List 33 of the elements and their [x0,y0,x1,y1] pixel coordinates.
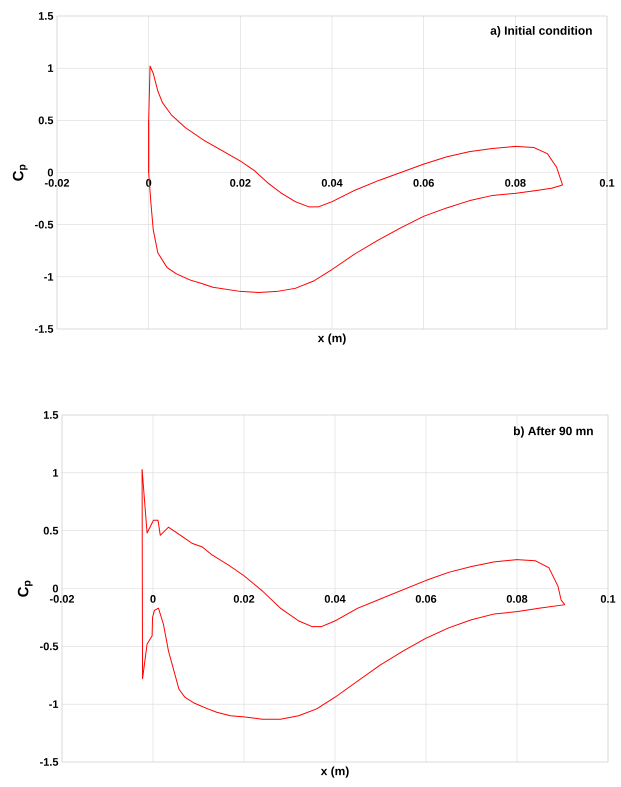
y-tick-label: -0.5 [40,642,58,650]
y-tick-label: 1.5 [44,411,58,419]
y-tick-label: 0 [48,168,54,176]
x-tick-label: 0.1 [600,595,616,603]
x-tick-label: 0.02 [230,179,251,187]
y-tick-label: 0 [52,584,58,592]
text: a) Initial condition [490,26,592,38]
x-tick-label: 0.04 [322,179,343,187]
text: b) After 90 mn [514,426,593,438]
y-tick-label: 0.5 [38,116,54,124]
x-axis-title: x (m) [320,766,349,778]
y-tick-label: -1 [44,273,54,281]
x-tick-label: 0.04 [324,595,346,603]
x-tick-label: 0.06 [416,595,436,603]
y-tick-label: -1.5 [40,758,58,766]
x-tick-label: 0.06 [413,179,434,187]
x-tick-label: 0.02 [234,595,254,603]
x-tick-label: 0.08 [506,595,528,603]
x-tick-label: -0.02 [50,595,74,603]
y-tick-label: -1.5 [35,325,54,333]
y-axis-title: C$_{p}$ [18,580,33,597]
y-axis-title: C$_{p}$ [12,164,28,181]
x-tick-label: -0.02 [44,179,70,187]
x-axis-title: x (m) [318,334,346,345]
y-tick-label: 0.5 [44,526,58,535]
x-tick-label: 0.08 [505,179,526,187]
y-tick-label: 1 [48,64,54,72]
x-tick-label: 0 [150,595,156,603]
y-tick-label: -0.5 [35,220,54,229]
y-tick-label: 1.5 [38,12,54,20]
y-tick-label: -1 [49,700,58,708]
y-tick-label: 1 [53,469,58,477]
x-tick-label: 0.1 [600,179,614,187]
